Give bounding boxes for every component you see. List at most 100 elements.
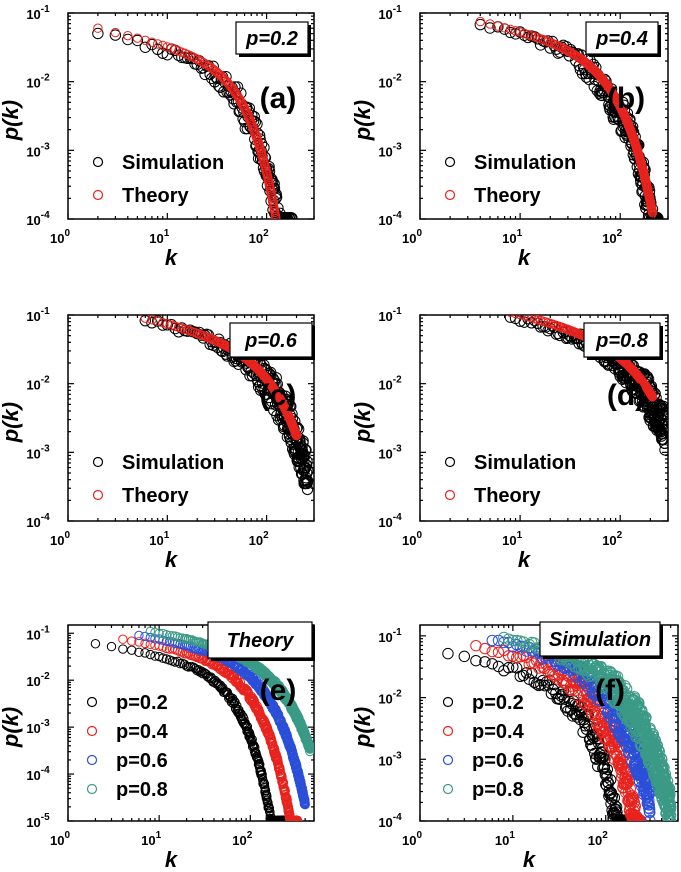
y-tick-label: 10-4	[26, 512, 50, 530]
data-point	[511, 634, 523, 647]
x-tick-label: 101	[502, 228, 522, 246]
series-theory	[93, 23, 281, 219]
x-tick-label: 102	[249, 228, 269, 246]
x-tick-mantissa: 10	[495, 833, 509, 848]
x-tick-label: 102	[602, 530, 622, 548]
data-point	[515, 315, 525, 320]
data-point	[123, 30, 133, 41]
x-tick-exponent: 2	[617, 228, 623, 239]
data-point	[618, 765, 631, 777]
series-p-0-4	[118, 634, 303, 821]
data-point	[502, 633, 515, 645]
data-point	[594, 695, 607, 708]
y-tick-mantissa: 10	[378, 692, 392, 707]
panel-letter: (d)	[607, 379, 645, 412]
x-tick-label: 102	[602, 228, 622, 246]
data-point	[475, 16, 485, 27]
data-point	[301, 475, 314, 487]
data-point	[202, 60, 212, 70]
x-tick-label: 102	[249, 530, 269, 548]
y-tick-label: 10-1	[26, 4, 50, 22]
data-point	[305, 746, 314, 757]
plot-frame	[67, 624, 315, 822]
panel-letter: (b)	[607, 82, 645, 115]
x-tick-label: 102	[588, 830, 608, 848]
data-point	[292, 815, 303, 821]
data-point	[256, 766, 266, 776]
y-tick-mantissa: 10	[378, 446, 392, 461]
data-markers	[474, 16, 664, 219]
legend-label: Theory	[122, 485, 190, 507]
data-point	[242, 721, 253, 732]
y-tick-label: 10-1	[26, 624, 50, 642]
series-p-0-8	[145, 626, 314, 757]
data-point	[106, 641, 117, 652]
data-point	[659, 437, 668, 450]
y-tick-mantissa: 10	[378, 76, 392, 91]
y-tick-exponent: -1	[393, 627, 402, 638]
data-point	[458, 650, 471, 663]
y-tick-label: 10-4	[378, 812, 402, 830]
x-tick-exponent: 1	[164, 228, 170, 239]
data-point	[644, 722, 656, 735]
x-tick-exponent: 1	[517, 228, 523, 239]
data-point	[118, 644, 128, 654]
data-point	[260, 785, 271, 796]
data-point	[271, 213, 281, 219]
tag-box	[235, 21, 309, 55]
y-tick-label: 10-2	[26, 375, 50, 393]
data-point	[506, 315, 515, 317]
y-tick-mantissa: 10	[26, 627, 40, 642]
data-point	[604, 774, 617, 786]
data-point	[493, 21, 503, 31]
legend-label: p=0.6	[116, 750, 168, 772]
y-tick-mantissa: 10	[26, 76, 40, 91]
data-point	[514, 26, 526, 38]
legend-marker	[92, 456, 104, 468]
data-point	[92, 27, 104, 40]
data-point	[146, 317, 158, 329]
y-axis-label: p(k)	[0, 707, 23, 748]
data-point	[648, 733, 661, 746]
x-tick-mantissa: 10	[402, 231, 416, 246]
y-tick-label: 10-2	[378, 73, 402, 91]
data-point	[601, 771, 613, 783]
y-tick-mantissa: 10	[378, 7, 392, 22]
data-point	[640, 711, 652, 724]
y-tick-mantissa: 10	[26, 515, 40, 530]
y-tick-mantissa: 10	[26, 768, 40, 783]
data-point	[305, 744, 314, 754]
data-point	[158, 40, 168, 51]
legend-marker	[444, 456, 456, 468]
x-tick-exponent: 1	[509, 830, 515, 841]
y-tick-mantissa: 10	[26, 144, 40, 159]
data-point	[118, 634, 128, 644]
data-point	[653, 750, 666, 763]
x-tick-label: 100	[50, 530, 70, 548]
legend-label: Simulation	[474, 452, 576, 474]
x-tick-exponent: 2	[263, 530, 269, 541]
data-point	[486, 645, 498, 658]
data-point	[300, 459, 313, 471]
data-point	[140, 631, 150, 642]
x-axis-label: k	[165, 547, 179, 572]
tag-box	[229, 322, 313, 358]
data-point	[262, 791, 272, 802]
y-tick-mantissa: 10	[378, 815, 392, 830]
y-tick-exponent: -2	[393, 689, 402, 700]
x-tick-label: 101	[149, 530, 169, 548]
data-point	[301, 455, 313, 468]
data-point	[236, 709, 246, 719]
x-tick-exponent: 2	[247, 830, 253, 841]
data-point	[257, 769, 267, 780]
y-axis-label: p(k)	[350, 100, 375, 141]
data-point	[93, 23, 103, 33]
panel-letter: (c)	[260, 379, 297, 412]
data-point	[520, 667, 533, 679]
data-point	[301, 483, 314, 496]
x-tick-mantissa: 10	[50, 231, 64, 246]
x-tick-mantissa: 10	[50, 533, 64, 548]
data-point	[658, 407, 668, 419]
x-tick-exponent: 2	[602, 830, 608, 841]
